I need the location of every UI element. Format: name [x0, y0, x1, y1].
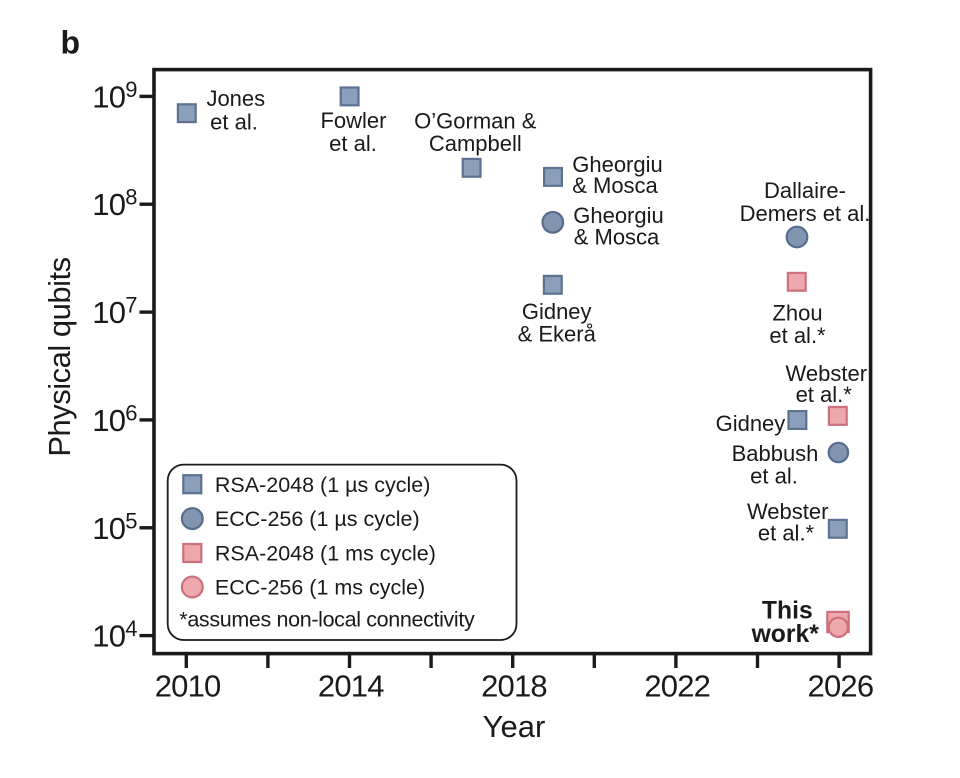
svg-text:Webster: Webster: [786, 361, 868, 386]
svg-text:This: This: [762, 597, 813, 624]
svg-text:Gheorgiu: Gheorgiu: [573, 203, 664, 228]
svg-text:Year: Year: [483, 709, 546, 744]
svg-text:Zhou: Zhou: [772, 300, 822, 325]
svg-text:et al.: et al.: [210, 110, 258, 135]
svg-text:Gidney: Gidney: [716, 411, 786, 436]
svg-text:Webster: Webster: [747, 499, 829, 524]
svg-text:Physical qubits: Physical qubits: [42, 257, 77, 456]
svg-text:ECC-256 (1 µs cycle): ECC-256 (1 µs cycle): [215, 507, 420, 531]
svg-text:2022: 2022: [644, 668, 710, 703]
svg-text:Dallaire-: Dallaire-: [764, 178, 846, 203]
svg-text:ECC-256 (1 ms cycle): ECC-256 (1 ms cycle): [215, 576, 425, 600]
svg-text:& Mosca: & Mosca: [574, 224, 660, 249]
svg-text:Gidney: Gidney: [522, 299, 592, 324]
svg-text:et al.: et al.: [750, 464, 798, 489]
svg-text:2018: 2018: [481, 668, 547, 703]
svg-text:2014: 2014: [318, 668, 384, 703]
svg-text:et al.*: et al.*: [796, 382, 853, 407]
svg-text:work*: work*: [751, 621, 820, 648]
svg-text:2026: 2026: [808, 668, 874, 703]
svg-text:et al.: et al.: [329, 131, 377, 156]
svg-text:109: 109: [92, 77, 137, 115]
svg-text:Jones: Jones: [206, 86, 265, 111]
svg-text:& Mosca: & Mosca: [572, 173, 658, 198]
svg-text:2010: 2010: [155, 668, 221, 703]
svg-text:Campbell: Campbell: [429, 131, 522, 156]
svg-text:et al.*: et al.*: [758, 520, 815, 545]
svg-text:O’Gorman &: O’Gorman &: [414, 109, 537, 134]
svg-text:et al.*: et al.*: [769, 323, 826, 348]
svg-text:Babbush: Babbush: [732, 441, 819, 466]
svg-text:*assumes non-local connectivit: *assumes non-local connectivity: [179, 607, 475, 631]
svg-text:& Ekerå: & Ekerå: [518, 322, 597, 347]
svg-text:Gheorgiu: Gheorgiu: [572, 152, 663, 177]
svg-text:RSA-2048 (1 µs cycle): RSA-2048 (1 µs cycle): [215, 473, 431, 497]
svg-text:Fowler: Fowler: [320, 108, 386, 133]
svg-text:Demers et al.: Demers et al.: [740, 201, 871, 226]
svg-text:b: b: [61, 25, 81, 61]
svg-text:RSA-2048 (1 ms cycle): RSA-2048 (1 ms cycle): [215, 542, 436, 566]
